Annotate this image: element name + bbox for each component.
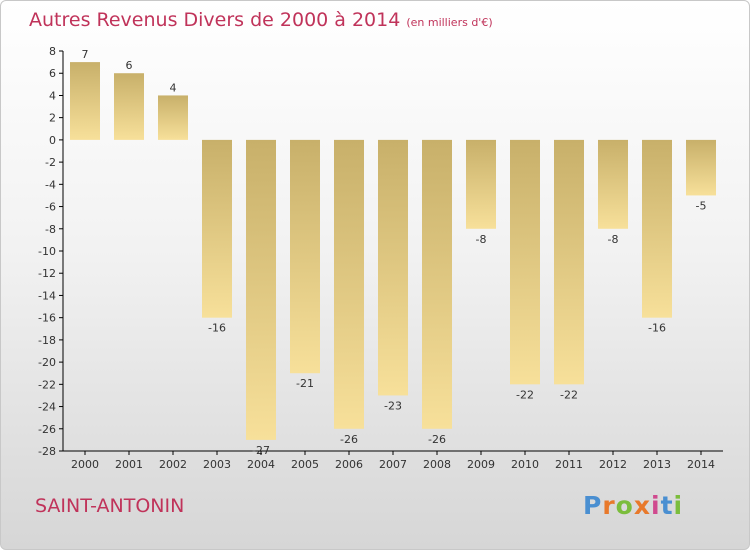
data-label: -8: [608, 233, 619, 246]
x-tick-label: 2007: [379, 458, 407, 471]
y-tick-label: -28: [38, 445, 56, 458]
x-tick-label: 2009: [467, 458, 495, 471]
y-tick-label: -10: [38, 245, 56, 258]
y-tick-label: 6: [49, 67, 56, 80]
chart-title: Autres Revenus Divers de 2000 à 2014 (en …: [29, 9, 493, 31]
bar: [686, 139, 716, 196]
data-label: -22: [516, 388, 534, 401]
y-tick-label: 8: [49, 45, 56, 58]
bar: [510, 139, 540, 385]
y-tick-label: -22: [38, 378, 56, 391]
chart-unit: (en milliers d'€): [406, 16, 493, 29]
logo-letter: i: [651, 491, 661, 520]
commune-name: SAINT-ANTONIN: [35, 495, 185, 517]
data-label: -21: [296, 377, 314, 390]
bar: [70, 62, 100, 140]
bar: [598, 139, 628, 229]
y-tick-label: -20: [38, 356, 56, 369]
bar: [246, 139, 276, 440]
bar: [334, 139, 364, 429]
logo-letter: P: [583, 491, 603, 520]
x-tick-label: 2003: [203, 458, 231, 471]
y-tick-label: -24: [38, 401, 56, 414]
logo-letter: t: [660, 491, 674, 520]
x-tick-label: 2005: [291, 458, 319, 471]
bar: [158, 95, 188, 140]
x-tick-label: 2010: [511, 458, 539, 471]
x-tick-label: 2000: [71, 458, 99, 471]
data-label: 7: [82, 48, 89, 61]
data-label: 6: [126, 59, 133, 72]
y-tick-label: 0: [49, 134, 56, 147]
bar: [378, 139, 408, 396]
bar: [422, 139, 452, 429]
x-tick-label: 2013: [643, 458, 671, 471]
y-tick-label: -14: [38, 289, 56, 302]
x-tick-label: 2014: [687, 458, 715, 471]
logo-letter: r: [602, 491, 616, 520]
chart-title-text: Autres Revenus Divers de 2000 à 2014: [29, 9, 401, 31]
logo-letter: i: [673, 491, 684, 520]
data-label: -16: [208, 322, 226, 335]
x-tick-label: 2006: [335, 458, 363, 471]
data-label: -26: [340, 433, 358, 446]
bar: [466, 139, 496, 229]
data-label: -27: [252, 444, 270, 457]
data-label: -8: [476, 233, 487, 246]
logo-letter: x: [633, 491, 651, 520]
y-tick-label: -16: [38, 312, 56, 325]
x-tick-label: 2011: [555, 458, 583, 471]
bar: [202, 139, 232, 318]
bar: [642, 139, 672, 318]
y-tick-label: 4: [49, 89, 56, 102]
logo-letter: o: [615, 491, 634, 520]
data-label: -23: [384, 399, 402, 412]
data-label: -22: [560, 388, 578, 401]
proxiti-logo: Proxiti: [583, 491, 683, 520]
x-tick-label: 2008: [423, 458, 451, 471]
data-label: -5: [696, 199, 707, 212]
x-tick-label: 2002: [159, 458, 187, 471]
bar: [290, 139, 320, 374]
y-tick-label: -6: [45, 201, 56, 214]
y-tick-label: -18: [38, 334, 56, 347]
bar: [554, 139, 584, 385]
data-label: 4: [170, 81, 177, 94]
y-tick-label: 2: [49, 112, 56, 125]
x-tick-label: 2004: [247, 458, 275, 471]
data-label: -16: [648, 322, 666, 335]
y-tick-label: -26: [38, 423, 56, 436]
x-tick-label: 2001: [115, 458, 143, 471]
x-tick-label: 2012: [599, 458, 627, 471]
y-tick-label: -2: [45, 156, 56, 169]
y-tick-label: -4: [45, 178, 56, 191]
bar: [114, 73, 144, 140]
y-tick-label: -12: [38, 267, 56, 280]
data-label: -26: [428, 433, 446, 446]
y-tick-label: -8: [45, 223, 56, 236]
